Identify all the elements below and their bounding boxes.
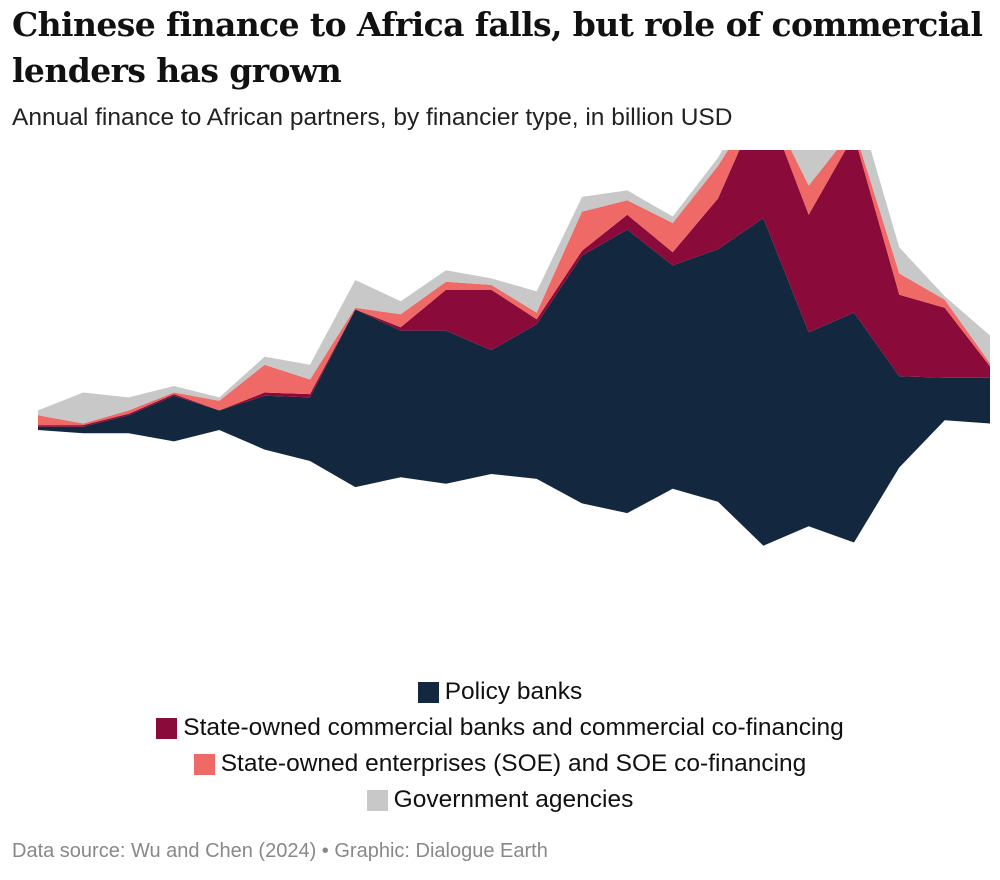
legend-label-policy-banks: Policy banks xyxy=(444,678,583,705)
legend: Policy banks State-owned commercial bank… xyxy=(0,674,1000,818)
legend-item-government-agencies: Government agencies xyxy=(0,782,1000,818)
legend-item-policy-banks: Policy banks xyxy=(0,674,1000,710)
legend-swatch-policy-banks xyxy=(417,681,439,703)
streamgraph-chart xyxy=(38,150,990,546)
legend-swatch-government-agencies xyxy=(366,789,388,811)
stream-area-commercial-banks xyxy=(38,150,990,427)
stream-area-government-agencies xyxy=(38,150,990,424)
legend-swatch-commercial-banks xyxy=(156,717,178,739)
chart-subtitle: Annual finance to African partners, by f… xyxy=(12,104,733,131)
stream-area-policy-banks xyxy=(38,218,990,546)
chart-title: Chinese finance to Africa falls, but rol… xyxy=(12,5,983,90)
legend-label-commercial-banks: State-owned commercial banks and commerc… xyxy=(183,714,844,741)
legend-swatch-soe xyxy=(193,753,215,775)
data-source-credit: Data source: Wu and Chen (2024) • Graphi… xyxy=(12,840,548,862)
legend-item-commercial-banks: State-owned commercial banks and commerc… xyxy=(0,710,1000,746)
legend-label-government-agencies: Government agencies xyxy=(393,786,634,813)
legend-item-soe: State-owned enterprises (SOE) and SOE co… xyxy=(0,746,1000,782)
legend-label-soe: State-owned enterprises (SOE) and SOE co… xyxy=(220,750,807,777)
